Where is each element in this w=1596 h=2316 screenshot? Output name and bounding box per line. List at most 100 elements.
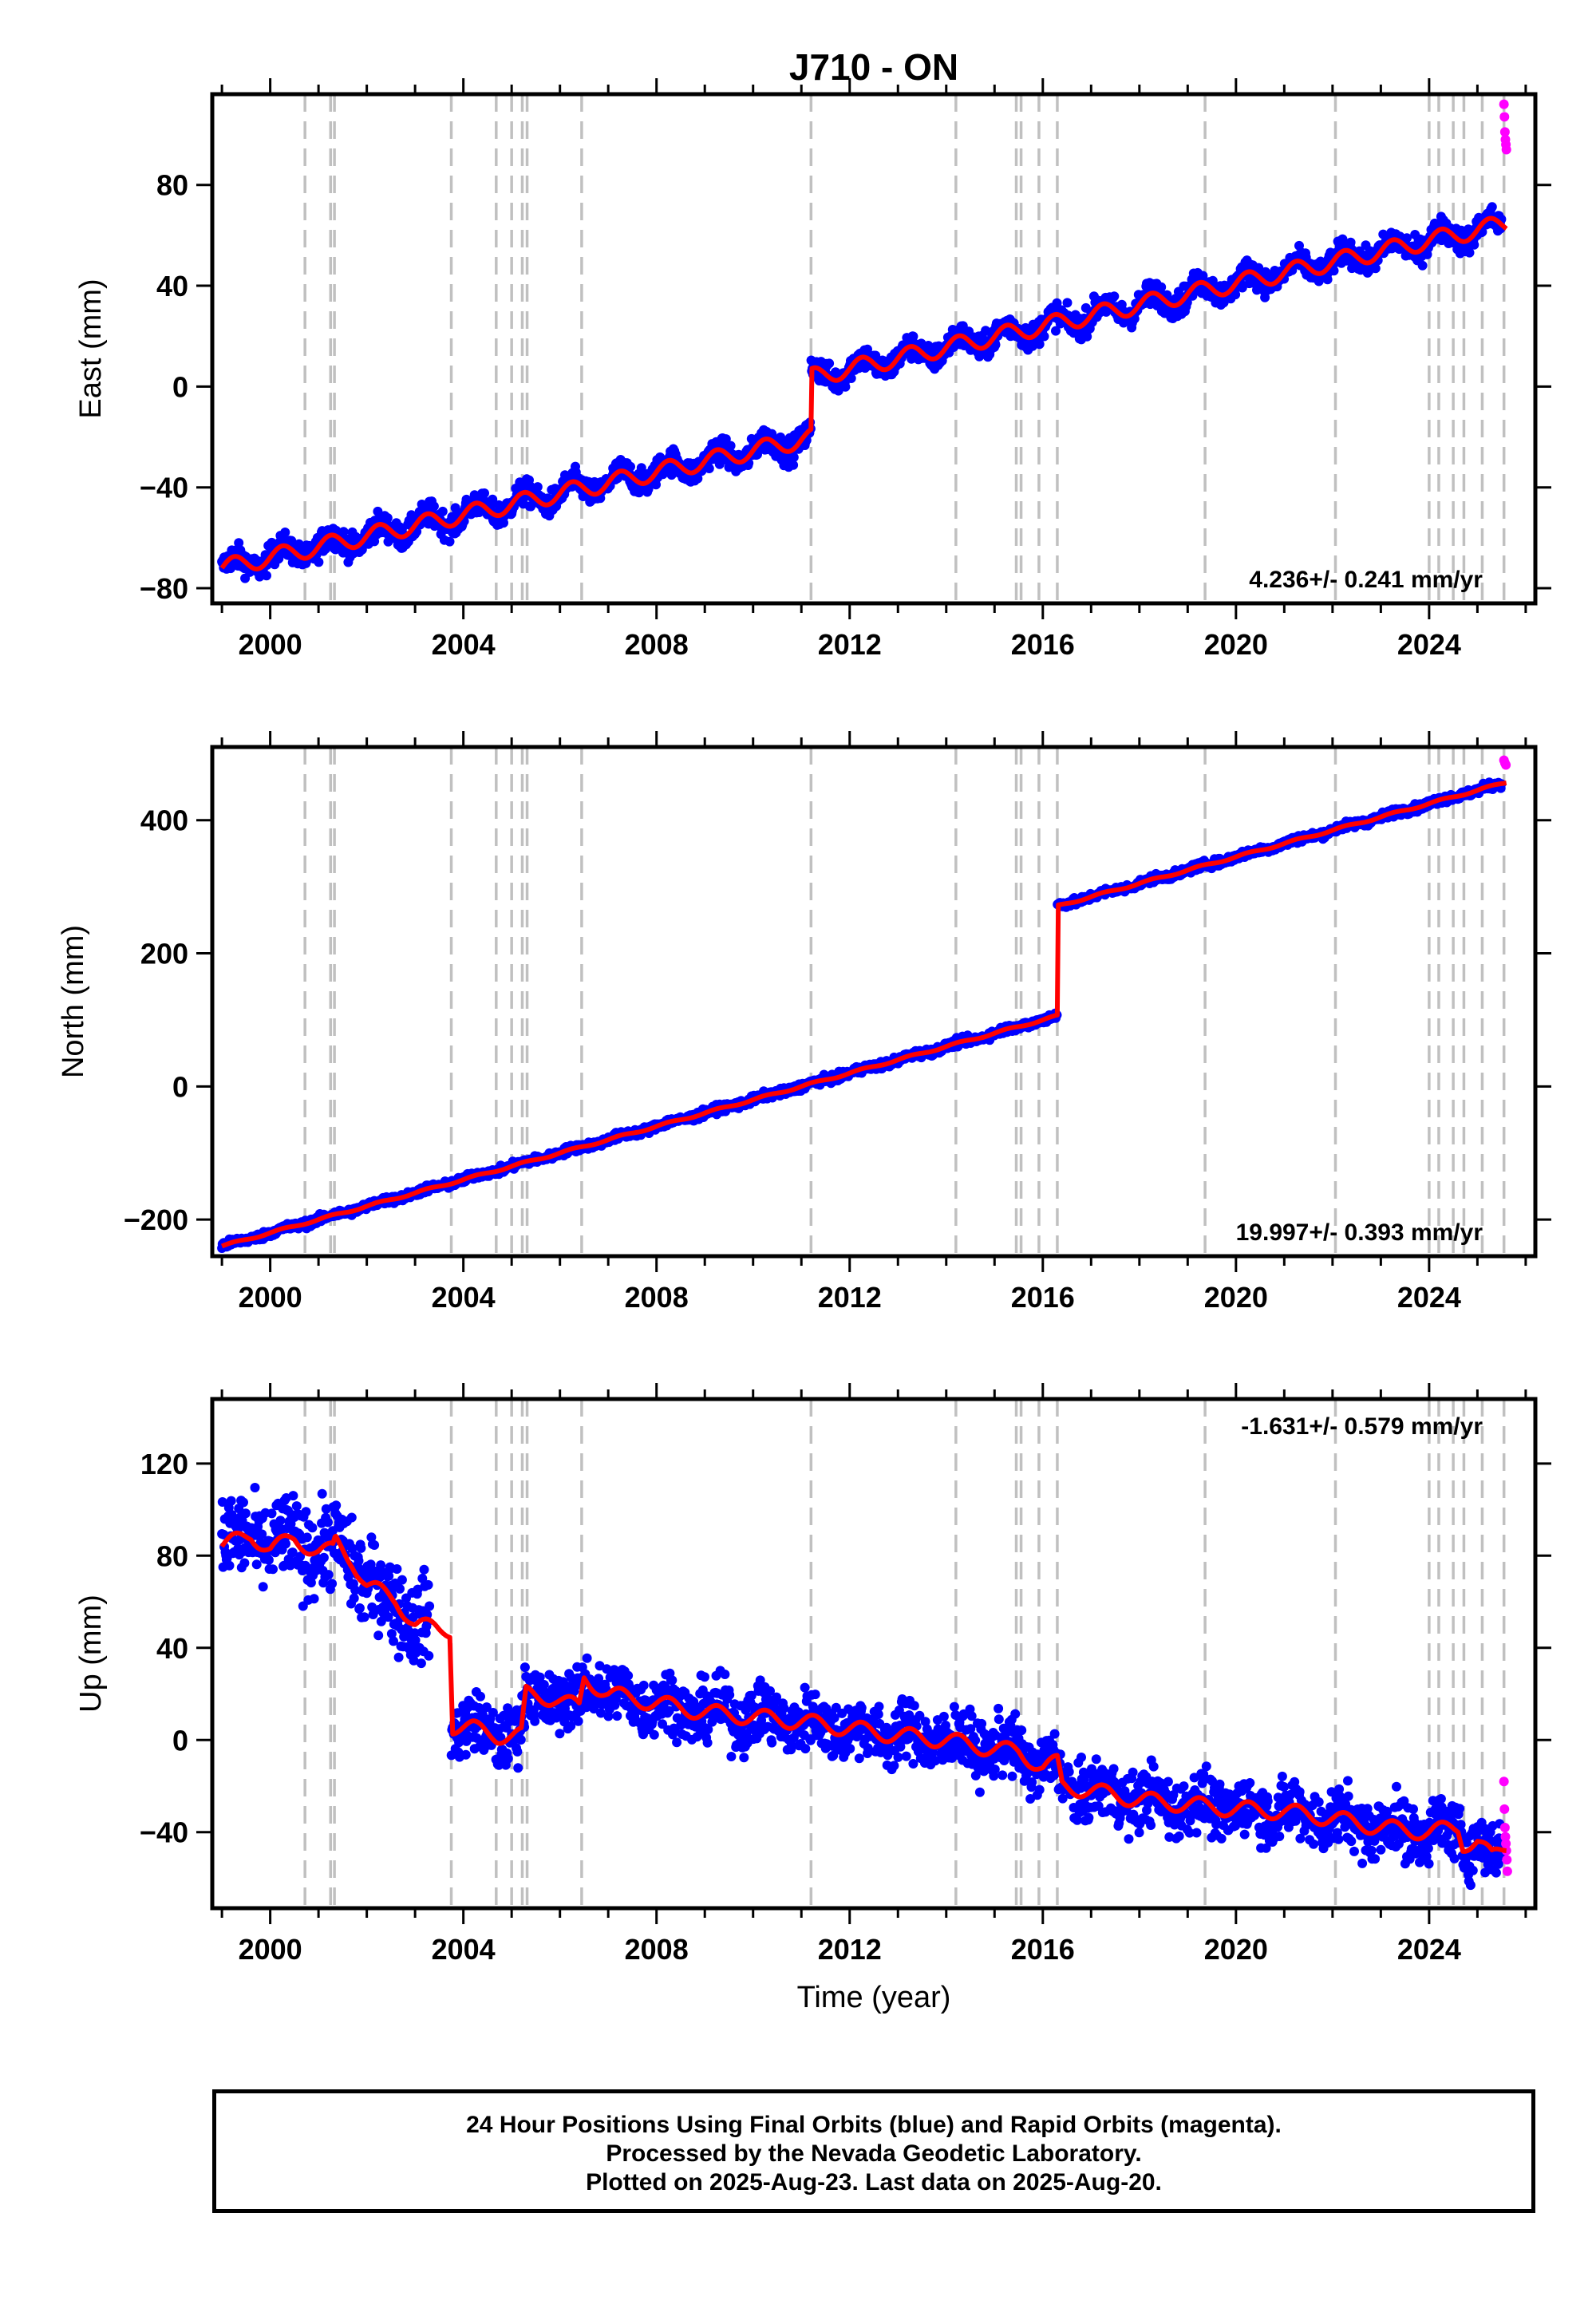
data-point (429, 501, 439, 512)
data-point (307, 1523, 318, 1533)
data-point (354, 1555, 364, 1566)
data-point (1487, 202, 1497, 212)
x-tick-label: 2004 (432, 628, 496, 661)
data-point (437, 506, 448, 516)
data-point (704, 464, 714, 473)
data-point (262, 571, 271, 581)
data-point (327, 1579, 338, 1589)
data-point (281, 1539, 290, 1549)
data-point (1231, 290, 1241, 300)
data-point (267, 1508, 277, 1519)
data-point (846, 373, 856, 383)
data-point (908, 331, 918, 342)
data-point (488, 494, 498, 504)
data-point (840, 381, 851, 392)
x-tick-label: 2004 (432, 1281, 496, 1314)
data-point (1417, 260, 1428, 271)
data-point (1039, 331, 1049, 342)
y-axis-label: North (mm) (57, 925, 90, 1078)
data-point (1062, 298, 1073, 308)
data-point (397, 1575, 407, 1585)
data-point (234, 538, 244, 548)
x-tick-label: 2016 (1011, 628, 1075, 661)
x-tick-label: 2024 (1397, 628, 1461, 661)
data-point (323, 1570, 334, 1580)
data-point (268, 1564, 278, 1575)
y-tick-label: −200 (124, 1203, 188, 1236)
velocity-annotation: 19.997+/- 0.393 mm/yr (1236, 1219, 1483, 1246)
data-point (309, 1594, 319, 1604)
data-point (444, 536, 455, 547)
x-tick-label: 2012 (818, 628, 882, 661)
data-point (263, 1555, 274, 1565)
x-tick-label: 2012 (818, 1281, 882, 1314)
data-point (224, 1560, 235, 1571)
data-point (349, 1593, 359, 1603)
data-point (291, 1501, 302, 1512)
data-point (863, 344, 872, 354)
data-point (318, 1552, 329, 1563)
data-point (1469, 239, 1479, 250)
rapid-orbit-point (1501, 760, 1511, 770)
data-point (301, 1507, 311, 1517)
data-point (373, 1630, 384, 1641)
data-point (480, 488, 489, 498)
data-point (288, 1491, 298, 1501)
data-point (331, 1500, 342, 1511)
data-point (767, 429, 777, 439)
final-orbit-points (217, 1483, 1507, 1891)
data-point (788, 460, 799, 470)
data-point (392, 1564, 402, 1574)
y-tick-label: 80 (156, 169, 188, 202)
data-point (626, 461, 635, 472)
data-point (323, 1517, 333, 1528)
data-point (532, 482, 543, 492)
data-point (280, 528, 290, 537)
x-tick-label: 2008 (625, 628, 689, 661)
data-point (1082, 331, 1092, 342)
panel-north: 2000 2004 2008 2012 2016 2020 2024−2000200400N… (57, 731, 1551, 1314)
y-tick-label: 400 (140, 804, 188, 837)
panel-up: 2000 2004 2008 2012 2016 2020 2024−4004080120U… (74, 1383, 1551, 1966)
data-point (1156, 282, 1167, 292)
data-point (1237, 283, 1247, 293)
data-point (275, 1516, 286, 1526)
data-point (382, 513, 393, 523)
x-tick-label: 2020 (1204, 1281, 1268, 1314)
data-point (250, 1483, 260, 1492)
data-point (693, 473, 703, 484)
data-point (369, 1540, 380, 1550)
rapid-orbit-point (1499, 99, 1509, 109)
rapid-orbit-point (1499, 112, 1510, 122)
data-point (824, 358, 835, 369)
data-point (258, 1582, 268, 1592)
data-point (317, 1488, 327, 1499)
x-tick-label: 2024 (1397, 1281, 1461, 1314)
final-orbit-points (217, 202, 1507, 583)
data-point (354, 1603, 365, 1613)
final-orbit-points (217, 777, 1507, 1253)
y-axis-label: East (mm) (74, 279, 108, 418)
velocity-annotation: 4.236+/- 0.241 mm/yr (1249, 567, 1483, 593)
y-tick-label: 40 (156, 270, 188, 302)
data-point (356, 1543, 366, 1553)
data-point (359, 1612, 369, 1622)
data-point (314, 557, 324, 567)
data-point (395, 1583, 405, 1594)
x-tick-label: 2008 (625, 1281, 689, 1314)
data-point (1034, 339, 1045, 350)
data-point (788, 453, 799, 462)
data-point (1109, 291, 1120, 302)
data-point (725, 441, 736, 451)
x-tick-label: 2016 (1011, 1281, 1075, 1314)
data-point (346, 1512, 357, 1523)
data-point (239, 1497, 248, 1508)
data-point (393, 1652, 404, 1662)
data-point (240, 1508, 251, 1519)
data-point (302, 1532, 312, 1543)
y-tick-label: −80 (140, 572, 188, 605)
data-point (1260, 292, 1270, 302)
data-point (338, 527, 349, 537)
data-point (226, 1496, 236, 1506)
